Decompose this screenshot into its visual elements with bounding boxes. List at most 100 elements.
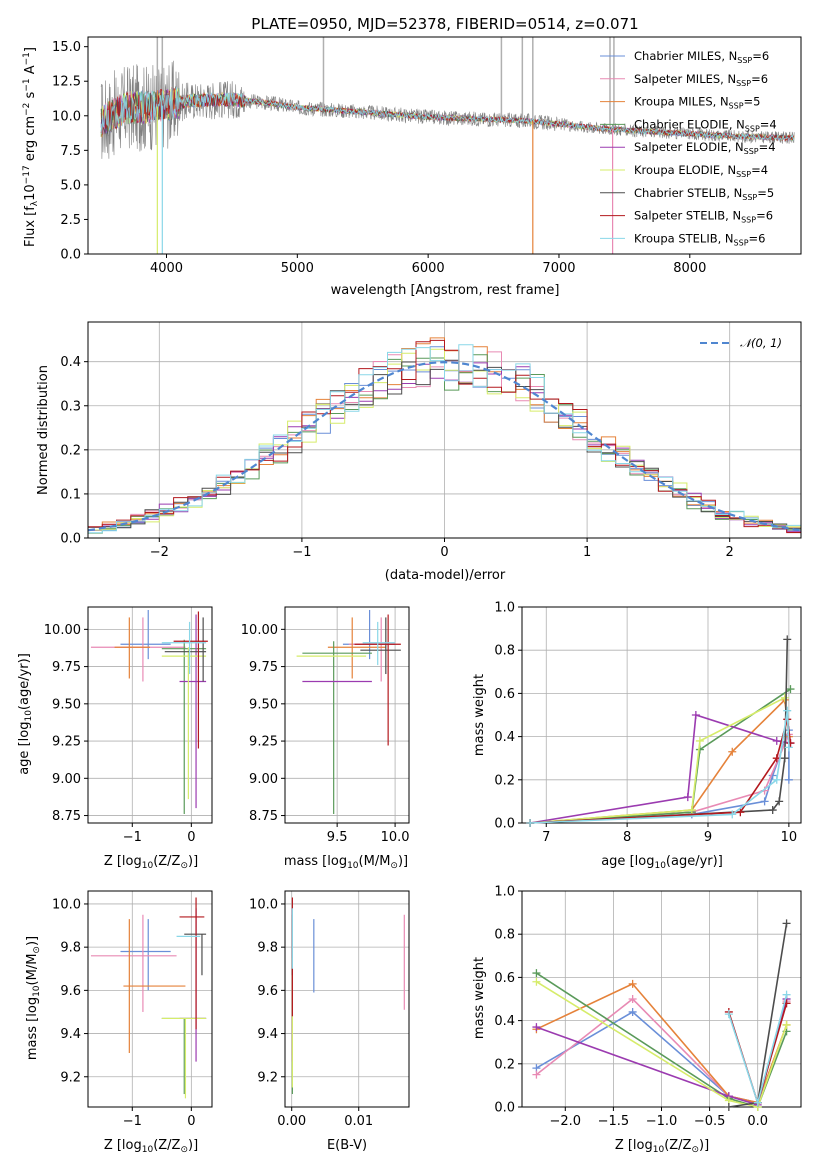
histogram-legend: 𝒩(0, 1) (700, 336, 782, 350)
series-salpeter-stelib (530, 719, 792, 824)
y-tick-label: 0.4 (60, 355, 81, 370)
axes-border (521, 606, 802, 824)
plus-marker (784, 743, 793, 752)
y-tick-label: 1.0 (494, 885, 515, 900)
x-tick-label: 0 (440, 545, 448, 560)
plus-marker (782, 1020, 791, 1029)
mass-vs-Z-ylabel: mass [log10(M/M⊙)] (25, 936, 42, 1060)
y-tick-label: 10.0 (249, 897, 278, 912)
plus-marker (753, 1098, 762, 1107)
y-tick-label: 9.8 (257, 941, 278, 956)
y-tick-label: 10.0 (52, 897, 81, 912)
plus-marker (760, 797, 769, 806)
x-tick-label: 8000 (673, 261, 706, 276)
plus-marker (786, 685, 795, 694)
mass-weight-vs-age-panel: 7 8 9 10 0.0 0.2 0.4 0.6 0.8 1.0 (494, 601, 802, 845)
spectrum-axes: 4000 5000 6000 7000 8000 0.0 2.5 5.0 7.5 10.0 12.5… (52, 36, 802, 276)
errorbar-kroupa-stelib (161, 621, 207, 675)
plus-marker (783, 635, 792, 644)
plus-marker (728, 747, 737, 756)
errorbars (90, 609, 208, 815)
mass-weight-vs-Z-xlabel: Z [log10(Z/Z⊙)] (615, 1138, 709, 1155)
y-tick-label: 0.2 (60, 443, 81, 458)
hist-kroupa-stelib (87, 344, 801, 538)
y-tick-label: 0.2 (494, 1057, 515, 1072)
grid-lines (522, 606, 801, 824)
spectrum-clip-group (100, 37, 795, 254)
plus-marker (782, 919, 791, 928)
axes-frame: 7 8 9 10 0.0 0.2 0.4 0.6 0.8 1.0 (494, 601, 802, 845)
x-tick-label: −1 (123, 830, 142, 845)
plus-marker (687, 806, 696, 815)
plus-marker (526, 819, 535, 827)
axes-frame: 0.00 0.01 9.2 9.4 9.6 9.8 10.0 (249, 890, 410, 1129)
errorbar-kroupa-miles (114, 617, 150, 679)
age-vs-mass-panel: 9.5 10.0 8.75 9.00 9.25 9.50 9.75 10.00 (241, 606, 410, 845)
spectrum-panel: PLATE=0950, MJD=52378, FIBERID=0514, z=0… (22, 15, 802, 298)
plus-marker (532, 977, 541, 986)
axes-frame: 9.5 10.0 8.75 9.00 9.25 9.50 9.75 10.00 (241, 606, 410, 845)
y-tick-label: 1.0 (494, 601, 515, 616)
x-tick-label: 2 (726, 545, 734, 560)
age-vs-Z-ylabel: age [log10(age/yr)] (17, 653, 34, 775)
x-tick-label: 6000 (412, 261, 445, 276)
x-tick-label: −2 (150, 545, 169, 560)
model-kroupa-stelib (100, 87, 795, 142)
y-tick-label: 8.75 (249, 809, 278, 824)
y-tick-label: 7.5 (60, 144, 81, 159)
grid-lines (285, 891, 409, 1107)
grid-lines (88, 891, 212, 1107)
plus-marker (775, 797, 784, 806)
x-tick-label: 7000 (542, 261, 575, 276)
errorbar-kroupa-miles (123, 919, 186, 1053)
errorbar-chabrier-stelib (184, 933, 207, 976)
residual-histogram-panel: −2 −1 0 1 2 0.0 0.1 0.2 0.3 0.4 (data-model)/erro… (36, 321, 802, 583)
plus-marker (724, 1103, 733, 1111)
y-tick-label: 0.6 (494, 971, 515, 986)
series-lines (526, 635, 795, 827)
mass-vs-EBV-panel: 0.00 0.01 9.2 9.4 9.6 9.8 10.0 (249, 890, 410, 1129)
errorbars (296, 609, 401, 815)
errorbar-salpeter-elodie (179, 908, 207, 1062)
histogram-axes: −2 −1 0 1 2 0.0 0.1 0.2 0.3 0.4 (60, 321, 802, 560)
errorbar-kroupa-elodie (161, 1017, 207, 1099)
y-tick-label: 0.0 (60, 532, 81, 547)
errorbar-chabrier-miles (342, 609, 386, 660)
histogram-ylabel: Normed distribution (36, 365, 51, 495)
grid-lines (285, 607, 409, 823)
series-chabrier-elodie (530, 688, 791, 824)
errorbar-chabrier-stelib (164, 617, 207, 682)
spectrum-xlabel: wavelength [Angstrom, rest frame] (331, 283, 560, 298)
x-tick-label: 1 (583, 545, 591, 560)
series-kroupa-elodie (530, 696, 786, 824)
y-tick-label: 0.0 (494, 817, 515, 832)
y-tick-label: 9.00 (52, 772, 81, 787)
x-tick-label: −2.0 (550, 1114, 582, 1129)
x-tick-label: −0.5 (694, 1114, 726, 1129)
plus-marker (532, 1023, 541, 1032)
legend-label: Kroupa ELODIE, NSSP=4 (634, 163, 768, 179)
plus-marker (691, 711, 700, 719)
mass-vs-EBV-xlabel: E(B-V) (327, 1138, 367, 1153)
y-tick-label: 0.8 (494, 928, 515, 943)
x-tick-label: 4000 (150, 261, 183, 276)
mass-weight-vs-age-xlabel: age [log10(age/yr)] (601, 854, 723, 871)
y-tick-label: 9.75 (52, 660, 81, 675)
plus-marker (728, 810, 737, 819)
spectrum-ylabel: Flux [fλ10−17 erg cm−2 s−1 A−1] (22, 47, 40, 247)
axes-frame: −2.0 −1.5 −1.0 −0.5 0.0 0.0 0.2 0.4 0.6 0.8 1.0 (494, 885, 802, 1129)
errorbars (291, 897, 405, 1095)
mass-vs-Z-panel: −1 0 9.2 9.4 9.6 9.8 10.0 (52, 890, 213, 1129)
x-tick-label: 5000 (281, 261, 314, 276)
plus-marker (736, 808, 745, 817)
errorbar-kroupa-stelib (362, 621, 396, 666)
errorbars (90, 897, 207, 1099)
y-tick-label: 9.6 (60, 984, 81, 999)
y-tick-label: 9.2 (257, 1070, 278, 1085)
x-tick-label: −1 (292, 545, 311, 560)
legend-label: Chabrier MILES, NSSP=6 (634, 49, 769, 65)
errorbar-chabrier-elodie (161, 1017, 207, 1095)
figure-title: PLATE=0950, MJD=52378, FIBERID=0514, z=0… (251, 15, 638, 33)
y-tick-label: 12.5 (52, 75, 81, 90)
